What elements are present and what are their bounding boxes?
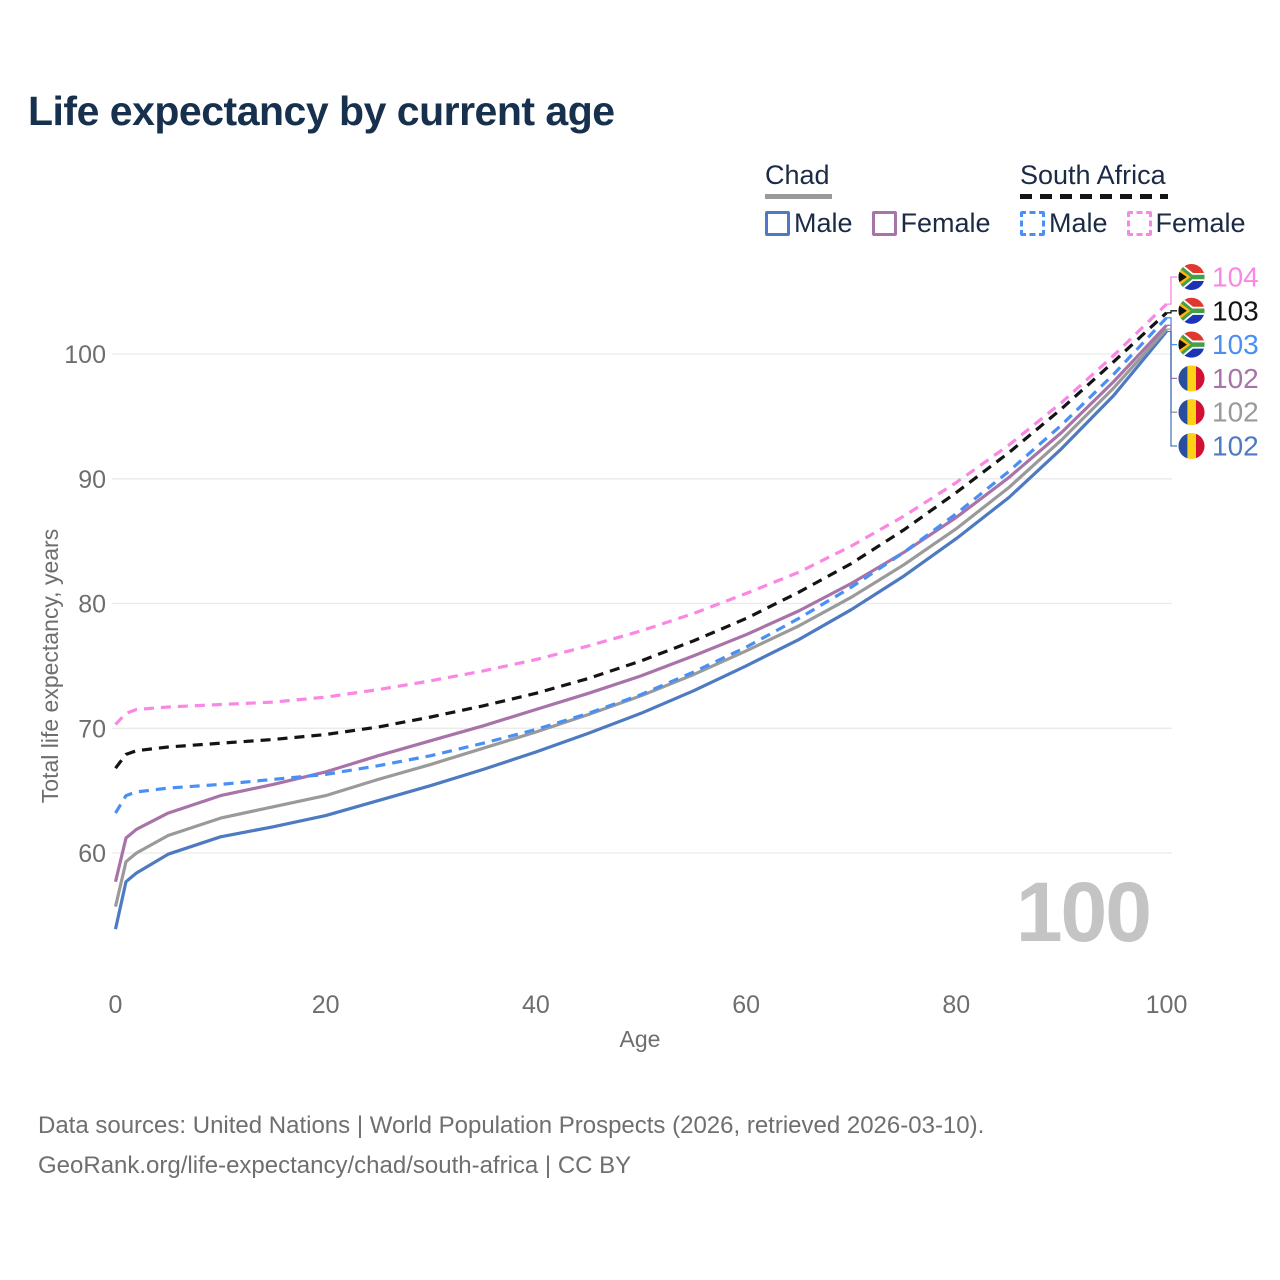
attribution-line: GeoRank.org/life-expectancy/chad/south-a… xyxy=(38,1152,632,1179)
y-tick-label: 100 xyxy=(64,341,106,369)
legend-country-chad[interactable]: Chad xyxy=(765,160,830,190)
south-africa-male-label[interactable]: Male xyxy=(1049,208,1108,238)
south-africa-line-style-swatch xyxy=(1020,194,1168,199)
chad-male-swatch[interactable] xyxy=(765,211,790,236)
x-tick-label: 0 xyxy=(109,991,123,1019)
leader-line xyxy=(1166,328,1177,413)
south-africa-female-swatch[interactable] xyxy=(1126,211,1152,236)
leader-line xyxy=(1166,324,1177,380)
y-tick-label: 90 xyxy=(78,466,106,494)
end-value-label: 102 xyxy=(1212,431,1259,462)
series-line-south-africa-male[interactable] xyxy=(114,316,1168,814)
y-axis-title: Total life expectancy, years xyxy=(37,528,63,804)
leader-line xyxy=(1166,276,1177,305)
x-tick-label: 20 xyxy=(312,991,340,1019)
end-value-label: 102 xyxy=(1212,363,1259,394)
south-africa-male-swatch[interactable] xyxy=(1020,211,1045,236)
end-value-label: 103 xyxy=(1212,329,1259,360)
series-line-chad-total[interactable] xyxy=(113,328,1168,907)
legend-group-south-africa: South Africa Male Female xyxy=(1020,160,1246,239)
x-axis-title: Age xyxy=(619,1026,661,1052)
series-line-south-africa-female[interactable] xyxy=(114,302,1168,726)
leader-line xyxy=(1166,310,1177,314)
y-tick-label: 70 xyxy=(78,715,106,743)
legend-country-south-africa[interactable]: South Africa xyxy=(1020,160,1166,190)
x-tick-label: 60 xyxy=(732,991,760,1019)
series-line-chad-male[interactable] xyxy=(113,330,1168,930)
age-watermark: 100 xyxy=(1015,865,1152,959)
y-tick-label: 80 xyxy=(78,591,106,619)
x-tick-label: 40 xyxy=(522,991,550,1019)
page-title: Life expectancy by current age xyxy=(28,88,615,134)
chad-flag-icon xyxy=(1178,433,1205,460)
south-africa-flag-icon xyxy=(1176,331,1207,358)
end-value-label: 102 xyxy=(1212,397,1259,428)
south-africa-flag-icon xyxy=(1176,264,1207,291)
end-value-label: 104 xyxy=(1212,262,1259,293)
x-tick-label: 100 xyxy=(1146,991,1188,1019)
south-africa-flag-icon xyxy=(1176,297,1207,324)
x-tick-label: 80 xyxy=(942,991,970,1019)
end-value-label: 103 xyxy=(1212,295,1259,326)
chad-line-style-swatch xyxy=(765,194,832,199)
south-africa-female-label[interactable]: Female xyxy=(1155,208,1246,238)
chad-flag-icon xyxy=(1178,365,1205,392)
leader-line xyxy=(1166,330,1177,447)
series-line-chad-female[interactable] xyxy=(113,324,1168,883)
chad-female-swatch[interactable] xyxy=(871,211,897,236)
chad-female-label[interactable]: Female xyxy=(900,208,991,238)
footer: Data sources: United Nations | World Pop… xyxy=(38,1106,984,1186)
y-tick-label: 60 xyxy=(78,840,106,868)
legend-group-chad: Chad Male Female xyxy=(765,160,991,239)
data-source-line: Data sources: United Nations | World Pop… xyxy=(38,1112,985,1139)
series-line-south-africa-total[interactable] xyxy=(114,311,1168,770)
chad-flag-icon xyxy=(1178,399,1205,426)
chad-male-label[interactable]: Male xyxy=(794,208,853,238)
